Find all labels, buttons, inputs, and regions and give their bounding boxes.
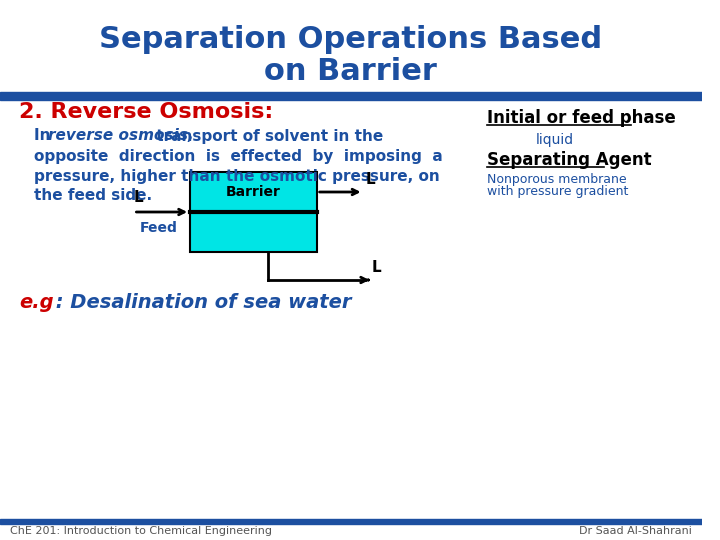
Text: Dr Saad Al-Shahrani: Dr Saad Al-Shahrani: [579, 526, 692, 536]
Text: Nonporous membrane: Nonporous membrane: [487, 173, 627, 186]
Text: on Barrier: on Barrier: [264, 57, 437, 86]
Text: Barrier: Barrier: [226, 185, 281, 199]
Text: : Desalination of sea water: : Desalination of sea water: [49, 293, 351, 312]
Text: In: In: [34, 129, 56, 144]
Text: reverse osmosis,: reverse osmosis,: [48, 129, 194, 144]
Text: Feed: Feed: [140, 221, 177, 235]
Text: Separating Agent: Separating Agent: [487, 151, 652, 169]
Text: liquid: liquid: [536, 133, 574, 147]
Text: pressure, higher than the osmotic pressure, on: pressure, higher than the osmotic pressu…: [34, 168, 440, 184]
Text: ChE 201: Introduction to Chemical Engineering: ChE 201: Introduction to Chemical Engine…: [10, 526, 271, 536]
Text: L: L: [372, 260, 381, 275]
Text: opposite  direction  is  effected  by  imposing  a: opposite direction is effected by imposi…: [34, 148, 443, 164]
Text: L: L: [366, 172, 375, 187]
Text: transport of solvent in the: transport of solvent in the: [151, 129, 383, 144]
Text: the feed side.: the feed side.: [34, 188, 152, 204]
Text: Initial or feed phase: Initial or feed phase: [487, 109, 676, 127]
Bar: [190, 172, 317, 252]
Text: e.g: e.g: [19, 293, 54, 312]
Bar: [0, 92, 702, 100]
Text: L: L: [133, 190, 143, 205]
Bar: [0, 519, 702, 524]
Text: Separation Operations Based: Separation Operations Based: [99, 25, 603, 55]
Text: with pressure gradient: with pressure gradient: [487, 186, 629, 199]
Text: 2. Reverse Osmosis:: 2. Reverse Osmosis:: [19, 102, 274, 122]
